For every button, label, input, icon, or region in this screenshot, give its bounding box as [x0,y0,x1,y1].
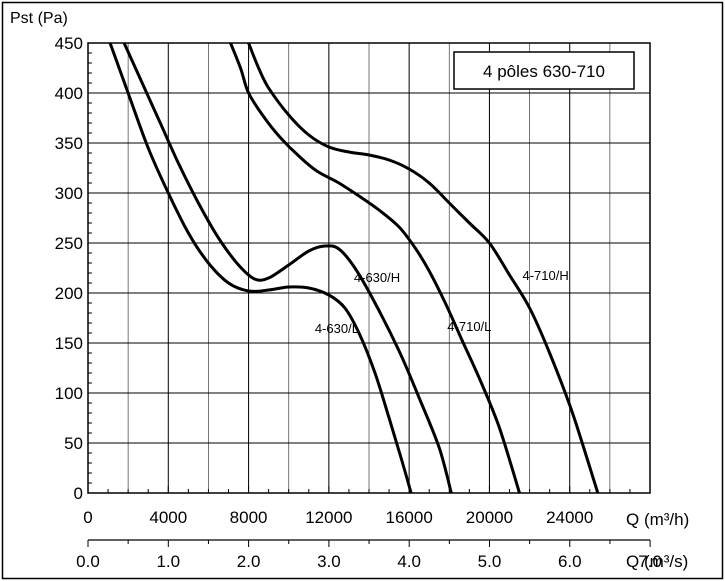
legend-box: 4 pôles 630-710 [453,51,635,90]
y-tick-label: 300 [55,184,83,203]
legend-box-frame [453,51,635,90]
curve-layer [108,43,600,493]
y-tick-label: 0 [74,484,83,503]
x-axis-title-secondary: Q (m³/s) [626,552,688,571]
series-label-4-710-h: 4-710/H [523,268,569,283]
y-tick-label: 200 [55,284,83,303]
series-label-4-710-l: 4-710/L [447,319,491,334]
secondary-tick-label: 4.0 [397,552,421,571]
secondary-tick-label: 2.0 [237,552,261,571]
series-label-4-630-h: 4-630/H [354,270,400,285]
x-tick-labels-secondary: 0.0 1.0 2.0 3.0 4.0 5.0 6.0 7.0 [76,539,662,571]
legend-box-text: 4 pôles 630-710 [483,62,605,81]
y-tick-label: 150 [55,334,83,353]
x-tick-label: 20000 [466,508,513,527]
curve-labels: 4-630/L 4-630/H 4-710/L 4-710/H [315,268,569,336]
series-line-4-630-h [122,43,453,493]
y-tick-label: 50 [64,434,83,453]
series-label-4-630-l: 4-630/L [315,321,359,336]
y-tick-label: 450 [55,34,83,53]
x-tick-label: 16000 [386,508,433,527]
series-line-4-630-l [108,43,413,493]
secondary-tick-label: 0.0 [76,552,100,571]
y-tick-label: 100 [55,384,83,403]
series-line-4-710-l [229,43,521,493]
x-tick-label: 4000 [149,508,187,527]
y-axis-title: Pst (Pa) [10,10,68,27]
secondary-tick-label: 7.0 [638,552,662,571]
secondary-tick-label: 5.0 [478,552,502,571]
x-tick-label: 8000 [230,508,268,527]
x-tick-label: 24000 [546,508,593,527]
secondary-tick-label: 3.0 [317,552,341,571]
x-axis-title-primary: Q (m³/h) [626,510,689,529]
y-tick-label: 250 [55,234,83,253]
y-tick-label: 350 [55,134,83,153]
x-tick-label: 12000 [305,508,352,527]
y-tick-labels: 0 50 100 150 200 250 300 350 400 450 [55,34,83,503]
y-tick-label: 400 [55,84,83,103]
secondary-tick-label: 1.0 [156,552,180,571]
secondary-tick-label: 6.0 [558,552,582,571]
x-tick-labels-primary: 0 4000 8000 12000 16000 20000 24000 [83,508,593,527]
series-line-4-710-h [247,43,600,493]
x-tick-label: 0 [83,508,92,527]
